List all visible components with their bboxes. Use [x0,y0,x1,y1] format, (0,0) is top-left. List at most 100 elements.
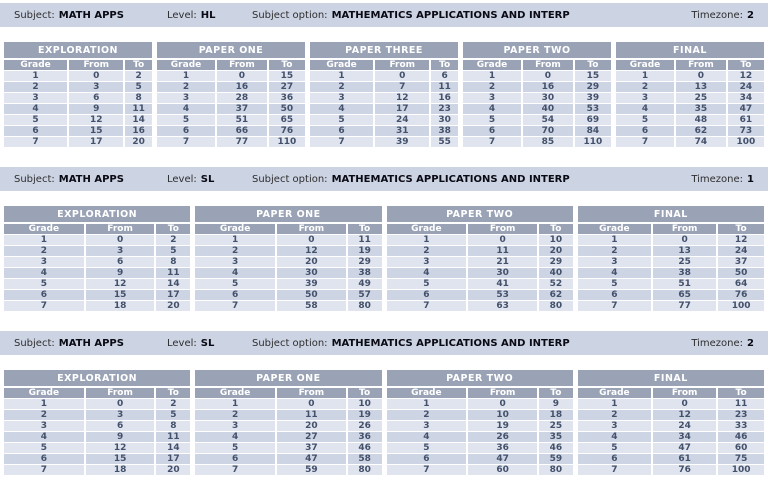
from-cell: 12 [84,442,157,454]
table-body: 1 0 15 2 16 29 3 30 39 4 40 53 5 54 69 6 70 84 7 85 110 [463,70,611,148]
subject-section: Subject: MATH APPS Level: SL Subject opt… [0,167,768,312]
column-header-row: Grade From To [4,387,191,399]
to-cell: 60 [717,442,764,454]
table-title-row: PAPER TWO [386,370,573,388]
subject-option-label: Subject option: [252,337,328,349]
table-row: 2 13 24 [577,245,764,257]
grade-cell: 6 [4,125,70,137]
to-cell: 75 [717,453,764,465]
to-cell: 73 [726,125,764,137]
table-row: 2 12 23 [577,409,764,421]
table-title: PAPER TWO [386,370,573,388]
from-cell: 24 [652,420,719,432]
from-cell: 47 [652,442,719,454]
table-title: PAPER ONE [195,206,382,224]
to-cell: 17 [155,453,191,465]
to-cell: 14 [155,278,191,290]
to-cell: 50 [717,267,764,279]
from-cell: 30 [275,267,348,279]
from-cell: 48 [675,114,728,126]
grade-cell: 5 [157,114,218,126]
from-cell: 3 [84,409,157,421]
table-row: 7 60 80 [386,464,573,476]
grade-cell: 6 [463,125,524,137]
table-title-row: PAPER TWO [463,42,611,60]
to-cell: 80 [538,464,573,476]
grade-cell: 3 [616,92,677,104]
timezone-label: Timezone: [691,173,744,185]
from-cell: 77 [652,300,719,312]
grade-cell: 3 [577,256,654,268]
column-header-grade: Grade [310,59,376,71]
table-row: 7 85 110 [463,136,611,148]
to-cell: 50 [267,103,305,115]
table-row: 6 31 38 [310,125,458,137]
to-cell: 59 [538,453,573,465]
grade-cell: 3 [386,256,469,268]
subject-option-value: MATHEMATICS APPLICATIONS AND INTERP [331,337,570,349]
from-cell: 15 [84,289,157,301]
from-cell: 34 [652,431,719,443]
to-cell: 23 [717,409,764,421]
to-cell: 20 [124,136,152,148]
from-cell: 65 [652,289,719,301]
to-cell: 18 [538,409,573,421]
to-cell: 80 [346,464,382,476]
table-row: 5 51 65 [157,114,305,126]
from-cell: 12 [275,245,348,257]
grade-cell: 3 [310,92,376,104]
table-title: EXPLORATION [4,370,191,388]
subject-label: Subject: [14,173,55,185]
grade-boundary-table: PAPER TWO Grade From To 1 0 10 2 11 20 3 21 29 4 30 4… [386,206,573,312]
grade-cell: 5 [4,278,86,290]
column-header-to: To [155,223,191,235]
column-header-row: Grade From To [4,223,191,235]
from-cell: 0 [275,398,348,410]
from-cell: 62 [675,125,728,137]
table-row: 5 12 14 [4,114,152,126]
table-row: 3 30 39 [463,92,611,104]
timezone-field: Timezone: 2 [691,338,754,349]
table-row: 4 27 36 [195,431,382,443]
timezone-field: Timezone: 1 [691,174,754,185]
table-row: 5 24 30 [310,114,458,126]
timezone-label: Timezone: [691,9,744,21]
to-cell: 27 [267,81,305,93]
to-cell: 6 [430,70,458,82]
grade-cell: 3 [4,92,70,104]
from-cell: 59 [275,464,348,476]
table-row: 3 20 29 [195,256,382,268]
from-cell: 0 [522,70,575,82]
to-cell: 2 [155,234,191,246]
subject-label: Subject: [14,9,55,21]
grade-cell: 3 [4,420,86,432]
from-cell: 74 [675,136,728,148]
column-header-row: Grade From To [386,387,573,399]
grade-cell: 5 [195,278,277,290]
grade-tables-row: EXPLORATION Grade From To 1 0 2 2 3 5 3 6 8 4 9 11 5 12… [0,370,768,476]
column-header-from: From [84,223,157,235]
grade-cell: 4 [386,431,469,443]
table-row: 3 25 34 [616,92,764,104]
table-body: 1 0 10 2 11 19 3 20 26 4 27 36 5 37 46 6 47 58 7 59 80 [195,398,382,476]
table-row: 6 53 62 [386,289,573,301]
grade-boundary-table: PAPER ONE Grade From To 1 0 11 2 12 19 3 20 29 4 30 3… [195,206,382,312]
table-row: 2 11 19 [195,409,382,421]
subject-option-field: Subject option: MATHEMATICS APPLICATIONS… [252,338,691,349]
to-cell: 36 [267,92,305,104]
table-body: 1 0 6 2 7 11 3 12 16 4 17 23 5 24 30 6 31 38 7 39 55 [310,70,458,148]
grade-boundary-table: PAPER ONE Grade From To 1 0 10 2 11 19 3 20 26 4 27 3… [195,370,382,476]
subject-option-label: Subject option: [252,9,328,21]
table-title: FINAL [577,370,764,388]
column-header-grade: Grade [616,59,677,71]
column-header-row: Grade From To [157,59,305,71]
table-row: 2 7 11 [310,81,458,93]
from-cell: 37 [275,442,348,454]
column-header-row: Grade From To [577,223,764,235]
table-row: 4 9 11 [4,267,191,279]
